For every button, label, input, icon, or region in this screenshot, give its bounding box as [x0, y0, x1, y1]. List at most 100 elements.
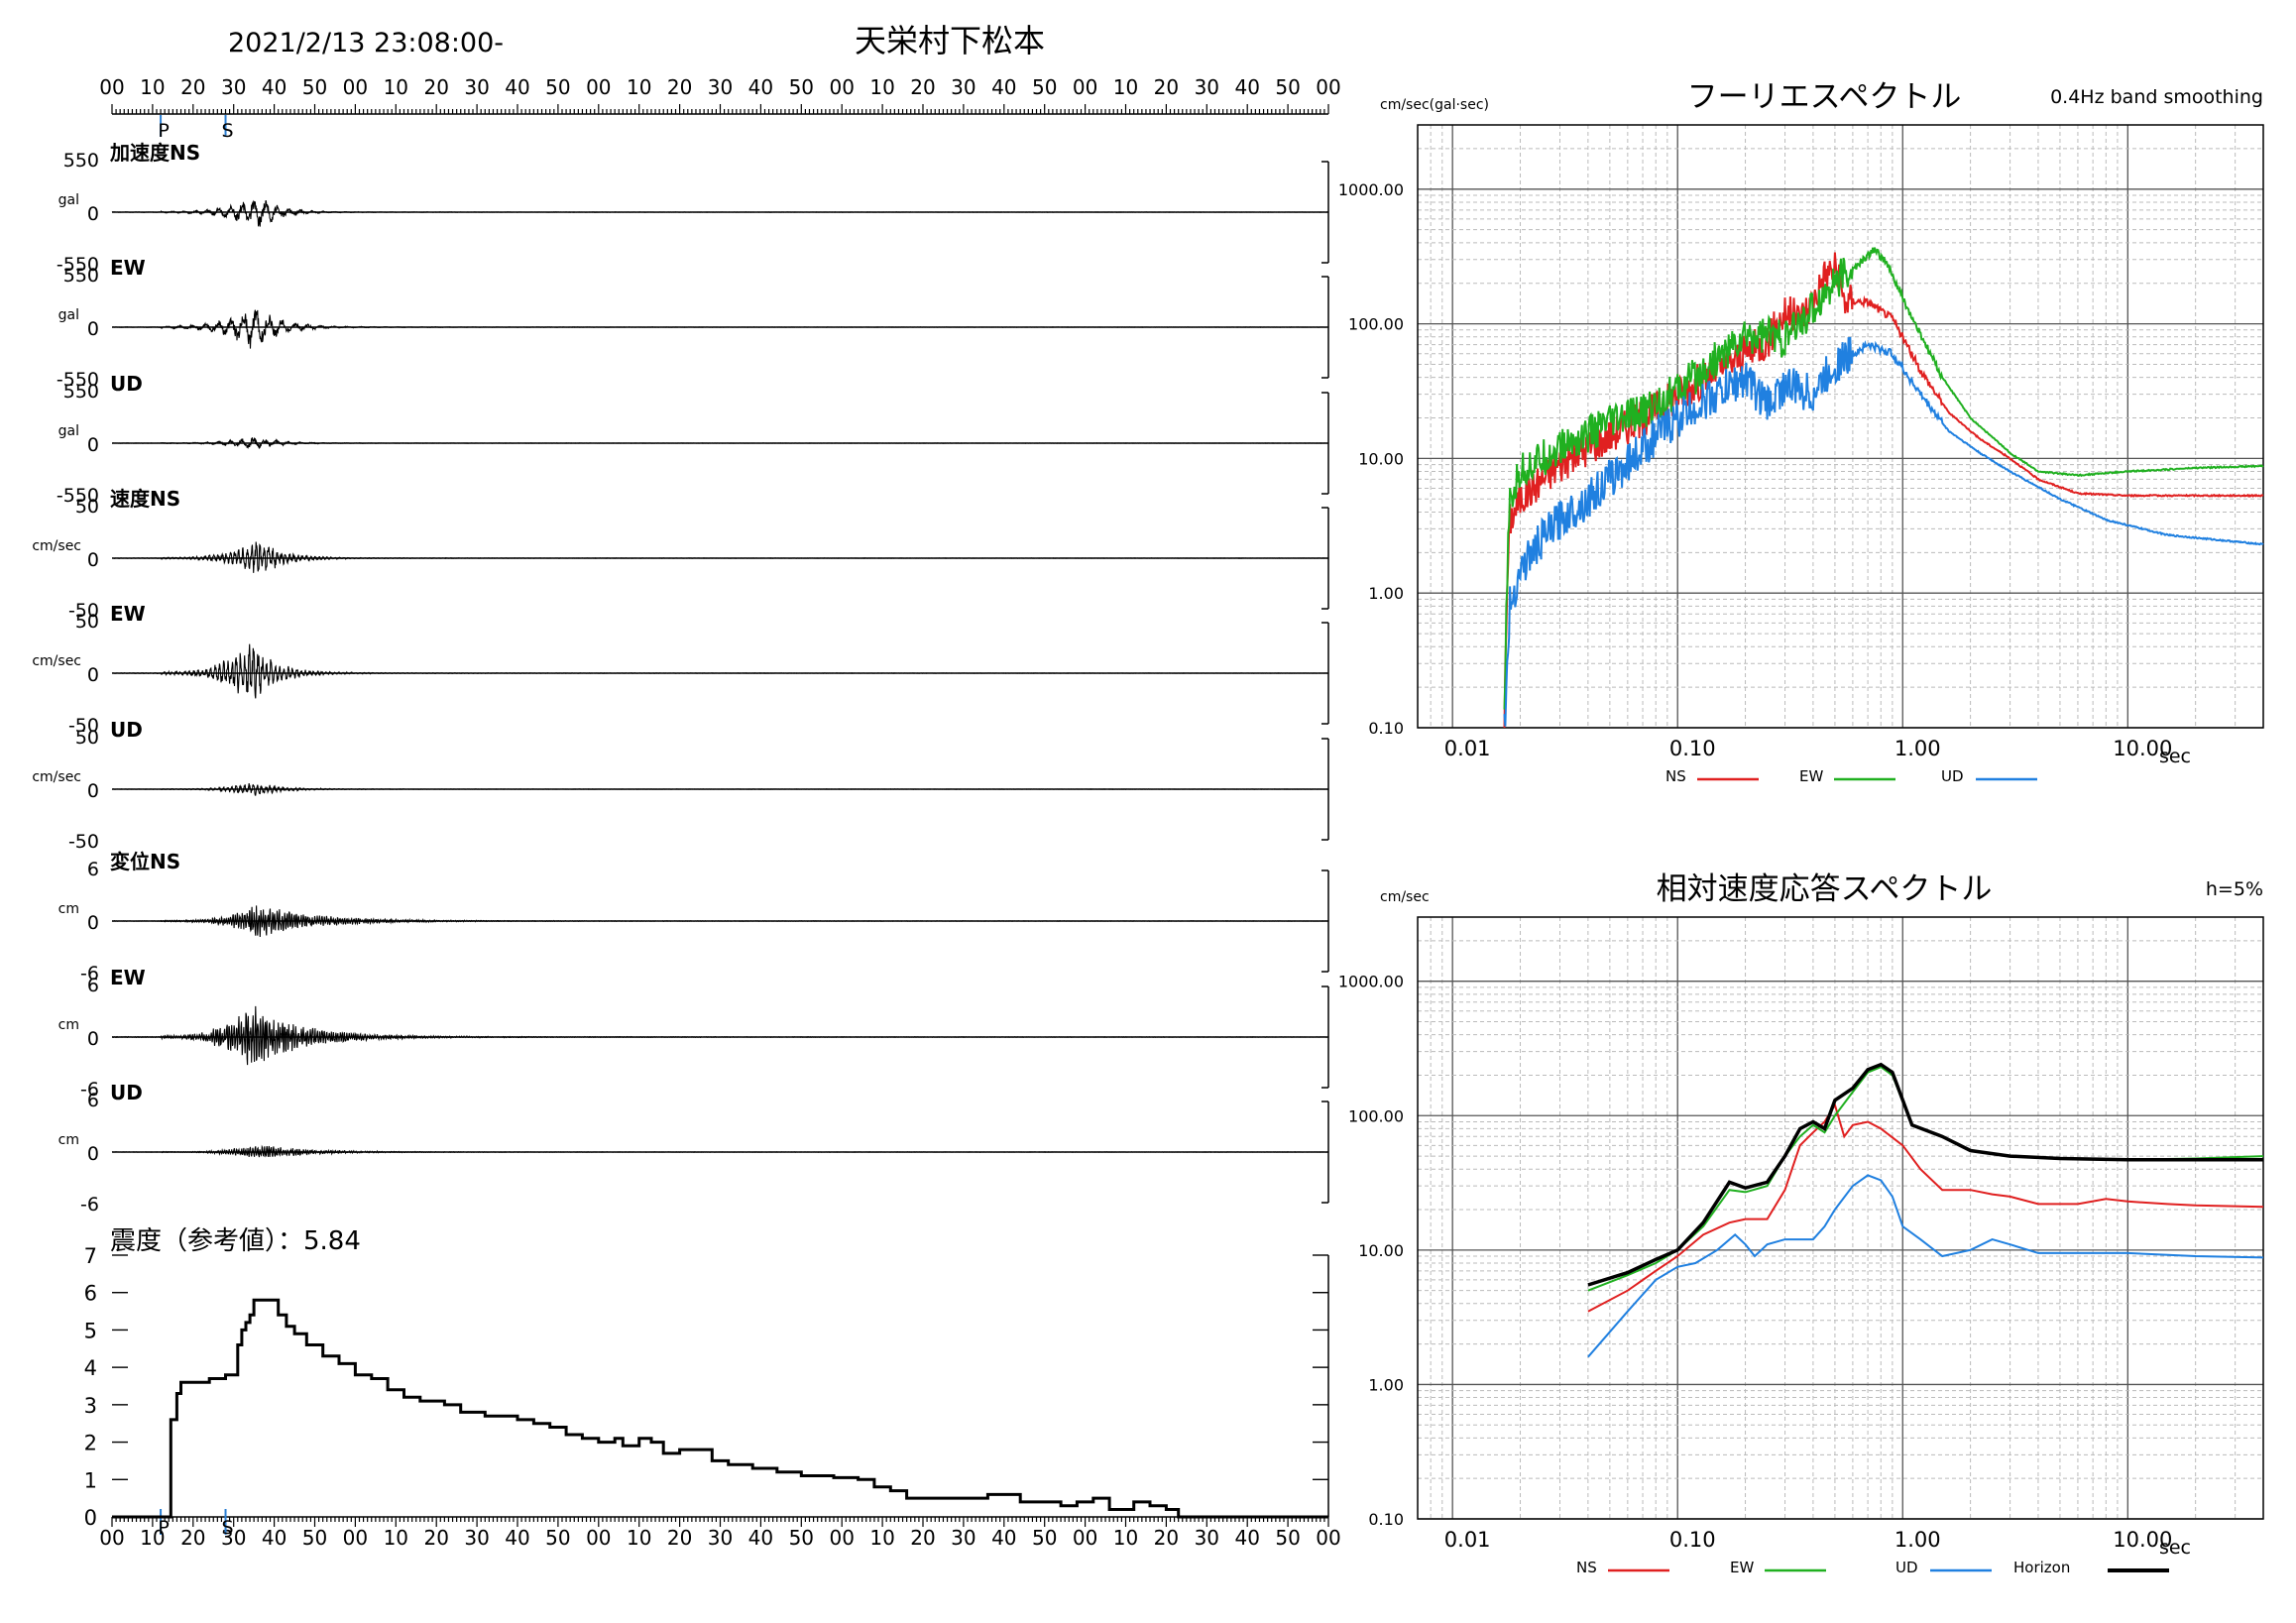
time-tick-label: 40 [505, 75, 529, 99]
series-line-ns [1587, 1102, 2264, 1313]
time-tick-label: 40 [505, 1526, 529, 1550]
time-tick-label: 20 [180, 75, 205, 99]
channel-label: EW [110, 602, 146, 626]
legend-label: UD [1895, 1559, 1918, 1576]
time-tick-label: 50 [1275, 1526, 1300, 1550]
time-tick-label: 40 [262, 1526, 287, 1550]
legend-label: EW [1730, 1559, 1754, 1576]
intensity-tick-label: 6 [84, 1282, 97, 1306]
waveform-panel: 50 0 -50 cm/sec EW [32, 602, 1329, 737]
channel-label: 加速度NS [109, 141, 200, 165]
unit-label: gal [58, 192, 79, 208]
time-tick-label: 20 [423, 1526, 448, 1550]
time-tick-label: 40 [991, 1526, 1016, 1550]
intensity-title: 震度（参考値）：5.84 [110, 1226, 361, 1256]
intensity-tick-label: 3 [84, 1394, 97, 1418]
y-zero-label: 0 [87, 318, 99, 340]
s-marker-label: S [221, 1517, 233, 1539]
time-tick-label: 30 [221, 75, 246, 99]
time-tick-label: 40 [991, 75, 1016, 99]
time-tick-label: 00 [343, 1526, 368, 1550]
unit-label: cm/sec [32, 769, 81, 785]
y-zero-label: 0 [87, 664, 99, 686]
y-tick-label: 1.00 [1368, 1375, 1404, 1394]
y-zero-label: 0 [87, 549, 99, 571]
y-tick-label: 10.00 [1358, 1241, 1404, 1260]
y-max-label: 550 [63, 150, 99, 172]
time-tick-label: 20 [910, 75, 935, 99]
time-tick-label: 00 [586, 1526, 611, 1550]
time-tick-label: 00 [1316, 1526, 1340, 1550]
series-line-ew [1503, 247, 2264, 710]
unit-label: cm [58, 901, 79, 917]
series-line-horizon [1587, 1062, 2263, 1287]
fourier-spectrum-chart: 0.01 0.10 1.00 10.00 0.10 1.00 10.00 100.00 1000… [1338, 79, 2264, 785]
time-tick-label: 20 [667, 1526, 692, 1550]
time-tick-label: 00 [99, 1526, 124, 1550]
time-tick-label: 50 [545, 1526, 570, 1550]
intensity-tick-label: 1 [84, 1468, 97, 1492]
time-tick-label: 20 [910, 1526, 935, 1550]
y-max-label: 550 [63, 265, 99, 287]
datetime-label: 2021/2/13 23:08:00- [228, 28, 504, 58]
waveform-panel: 6 0 -6 cm 変位NS [58, 850, 1329, 985]
y-tick-label: 100.00 [1348, 1106, 1404, 1125]
time-tick-label: 10 [384, 1526, 408, 1550]
channel-label: UD [110, 372, 143, 396]
time-tick-label: 30 [708, 1526, 733, 1550]
spectrum-title: フーリエスペクトル [1687, 79, 1962, 115]
y-tick-label: 1000.00 [1338, 180, 1404, 199]
waveform-trace [111, 905, 1328, 938]
spectrum-note: 0.4Hz band smoothing [2050, 86, 2263, 108]
unit-label: cm/sec [32, 653, 81, 669]
time-tick-label: 30 [951, 1526, 976, 1550]
intensity-chart: 0 1 2 3 4 5 6 7 震度（参考値）：5.84 [84, 1226, 1329, 1530]
time-tick-label: 10 [869, 1526, 894, 1550]
time-tick-label: 00 [1073, 75, 1097, 99]
time-tick-label: 00 [829, 1526, 854, 1550]
time-tick-label: 20 [1154, 75, 1179, 99]
time-tick-label: 00 [829, 75, 854, 99]
y-max-label: 50 [75, 727, 99, 749]
time-tick-label: 40 [748, 1526, 773, 1550]
unit-label: cm [58, 1017, 79, 1033]
waveform-panel: 6 0 -6 cm UD [58, 1081, 1329, 1216]
time-tick-label: 20 [667, 75, 692, 99]
x-tick-label: 10.00 [2113, 1528, 2172, 1552]
time-tick-label: 00 [99, 75, 124, 99]
legend-label: EW [1799, 767, 1823, 785]
waveform-panel: 50 0 -50 cm/sec UD [32, 718, 1329, 853]
waveform-trace [111, 783, 1329, 796]
waveform-trace [112, 436, 1329, 450]
y-max-label: 6 [87, 1090, 99, 1111]
legend-label: Horizon [2013, 1559, 2070, 1576]
time-tick-label: 40 [1234, 1526, 1259, 1550]
y-unit-label: cm/sec [1380, 889, 1430, 905]
time-tick-label: 30 [1195, 1526, 1219, 1550]
time-tick-label: 00 [1073, 1526, 1097, 1550]
y-min-label: -50 [68, 715, 99, 737]
intensity-tick-label: 7 [84, 1244, 97, 1268]
y-zero-label: 0 [87, 780, 99, 802]
time-tick-label: 30 [464, 1526, 489, 1550]
y-tick-label: 10.00 [1358, 449, 1404, 468]
time-tick-label: 40 [1234, 75, 1259, 99]
time-tick-label: 00 [343, 75, 368, 99]
unit-label: cm [58, 1132, 79, 1148]
time-tick-label: 50 [789, 75, 814, 99]
y-min-label: -550 [57, 369, 99, 391]
y-zero-label: 0 [87, 434, 99, 456]
x-unit-label: sec [2159, 1537, 2191, 1559]
waveform-panel: 550 0 -550 gal EW [57, 256, 1329, 391]
channel-label: EW [110, 966, 146, 989]
time-tick-label: 10 [1113, 1526, 1138, 1550]
response-spectrum-chart: 0.01 0.10 1.00 10.00 0.10 1.00 10.00 100.00 1000… [1338, 871, 2264, 1576]
time-tick-label: 00 [586, 75, 611, 99]
unit-label: gal [58, 423, 79, 439]
station-title: 天栄村下松本 [855, 22, 1045, 59]
waveform-trace [112, 309, 1328, 349]
x-tick-label: 0.10 [1669, 737, 1716, 760]
time-tick-label: 50 [1032, 1526, 1057, 1550]
time-tick-label: 10 [627, 75, 651, 99]
intensity-tick-label: 0 [84, 1506, 97, 1530]
